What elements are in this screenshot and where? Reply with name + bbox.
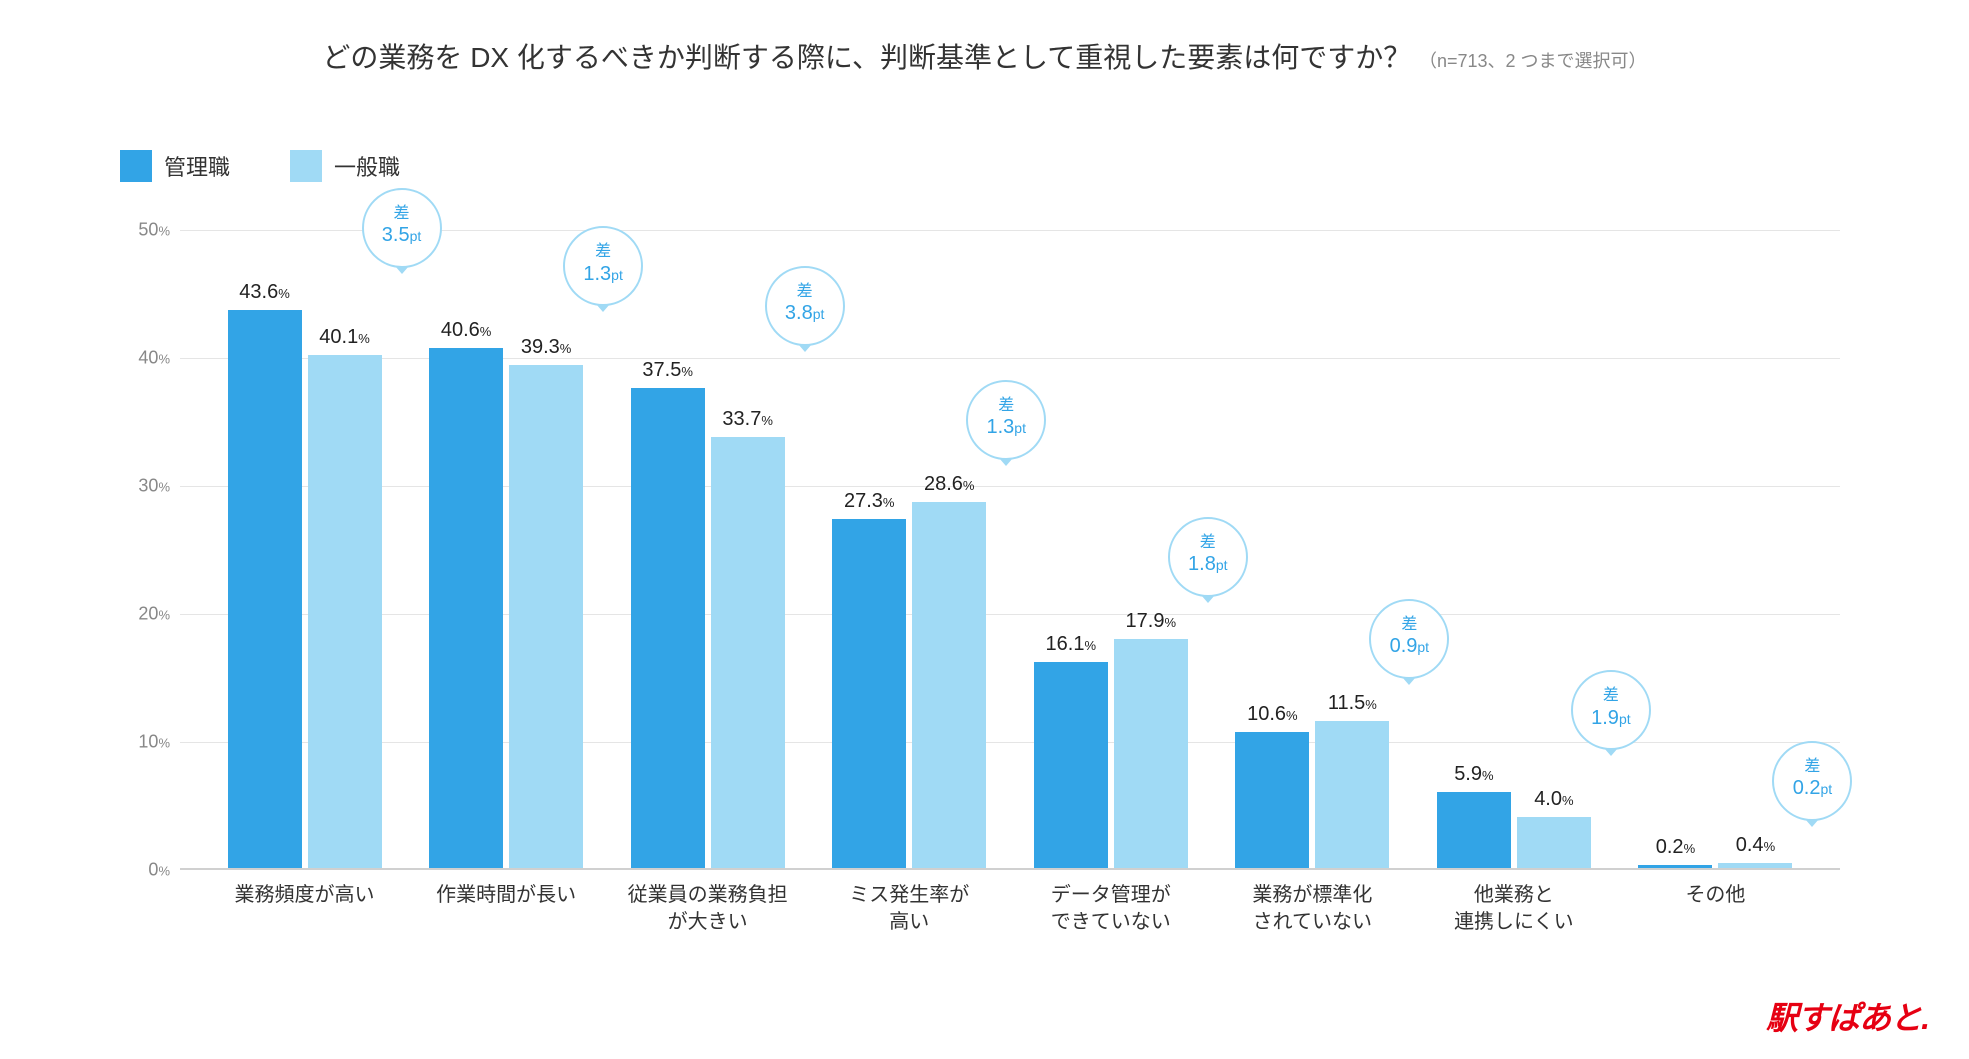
bar-group: 5.9%4.0%差1.9pt他業務と連携しにくい xyxy=(1437,230,1591,868)
brand-logo: 駅すぱあと. xyxy=(1766,993,1929,1039)
bar-value-label: 0.4% xyxy=(1718,834,1792,857)
bubble-tail-icon xyxy=(999,458,1013,466)
bar-series2 xyxy=(711,437,785,868)
bar-value-label: 28.6% xyxy=(912,473,986,496)
bar-value-label: 27.3% xyxy=(832,490,906,513)
x-category-label: ミス発生率が高い xyxy=(809,882,1009,936)
bar-value-label: 11.5% xyxy=(1315,692,1389,715)
bar-series1 xyxy=(1235,732,1309,868)
legend-item-series1: 管理職 xyxy=(120,150,230,182)
bubble-tail-icon xyxy=(1402,677,1416,685)
x-category-label: 作業時間が長い xyxy=(406,882,606,909)
bar-series1 xyxy=(1034,662,1108,868)
x-category-label: 業務頻度が高い xyxy=(205,882,405,909)
bar-value-label: 39.3% xyxy=(509,336,583,359)
chart-title: どの業務を DX 化するべきか判断する際に、判断基準として重視した要素は何ですか… xyxy=(0,36,1969,76)
bar-value-label: 43.6% xyxy=(228,281,302,304)
bubble-tail-icon xyxy=(798,344,812,352)
bar-series2 xyxy=(509,365,583,868)
bubble-tail-icon xyxy=(395,266,409,274)
bubble-tail-icon xyxy=(596,304,610,312)
logo-text: 駅すぱあと xyxy=(1766,1000,1921,1036)
y-tick-label: 40% xyxy=(120,348,170,369)
y-tick-label: 20% xyxy=(120,604,170,625)
bar-group: 0.2%0.4%差0.2ptその他 xyxy=(1638,230,1792,868)
bar-value-label: 40.6% xyxy=(429,319,503,342)
y-tick-label: 10% xyxy=(120,732,170,753)
x-category-label: データ管理ができていない xyxy=(1011,882,1211,936)
y-tick-label: 30% xyxy=(120,476,170,497)
bar-series2 xyxy=(308,355,382,868)
legend-item-series2: 一般職 xyxy=(290,150,400,182)
title-text: どの業務を DX 化するべきか判断する際に、判断基準として重視した要素は何ですか… xyxy=(322,42,1411,73)
bubble-tail-icon xyxy=(1805,819,1819,827)
bar-series1 xyxy=(429,348,503,868)
legend-label-2: 一般職 xyxy=(334,150,400,182)
legend-swatch-1 xyxy=(120,150,152,182)
diff-bubble: 差0.2pt xyxy=(1772,741,1852,821)
bar-value-label: 17.9% xyxy=(1114,610,1188,633)
bar-series1 xyxy=(1638,865,1712,868)
bar-value-label: 10.6% xyxy=(1235,703,1309,726)
bar-value-label: 4.0% xyxy=(1517,788,1591,811)
bar-value-label: 33.7% xyxy=(711,408,785,431)
bar-value-label: 16.1% xyxy=(1034,633,1108,656)
legend-label-1: 管理職 xyxy=(164,150,230,182)
bar-group: 43.6%40.1%差3.5pt業務頻度が高い xyxy=(228,230,382,868)
x-category-label: 業務が標準化されていない xyxy=(1212,882,1412,936)
bar-series2 xyxy=(912,502,986,868)
bar-value-label: 0.2% xyxy=(1638,836,1712,859)
title-note: （n=713、2 つまで選択可） xyxy=(1419,51,1647,71)
bubble-tail-icon xyxy=(1201,595,1215,603)
bar-series2 xyxy=(1517,817,1591,868)
bar-series2 xyxy=(1315,721,1389,868)
bar-series1 xyxy=(631,388,705,868)
bar-group: 40.6%39.3%差1.3pt作業時間が長い xyxy=(429,230,583,868)
bar-series1 xyxy=(228,310,302,868)
bar-value-label: 37.5% xyxy=(631,359,705,382)
bubble-tail-icon xyxy=(1604,748,1618,756)
legend-swatch-2 xyxy=(290,150,322,182)
legend: 管理職 一般職 xyxy=(120,150,400,182)
bar-group: 37.5%33.7%差3.8pt従業員の業務負担が大きい xyxy=(631,230,785,868)
plot-area: 0%10%20%30%40%50%43.6%40.1%差3.5pt業務頻度が高い… xyxy=(180,230,1840,870)
bar-series1 xyxy=(1437,792,1511,868)
logo-dot: . xyxy=(1921,1000,1929,1036)
bar-series2 xyxy=(1114,639,1188,868)
bar-chart: 0%10%20%30%40%50%43.6%40.1%差3.5pt業務頻度が高い… xyxy=(120,230,1840,870)
bar-value-label: 5.9% xyxy=(1437,763,1511,786)
bar-group: 10.6%11.5%差0.9pt業務が標準化されていない xyxy=(1235,230,1389,868)
bar-group: 27.3%28.6%差1.3ptミス発生率が高い xyxy=(832,230,986,868)
y-tick-label: 50% xyxy=(120,220,170,241)
bar-series2 xyxy=(1718,863,1792,868)
bar-series1 xyxy=(832,519,906,868)
x-category-label: 他業務と連携しにくい xyxy=(1414,882,1614,936)
x-category-label: 従業員の業務負担が大きい xyxy=(608,882,808,936)
bar-group: 16.1%17.9%差1.8ptデータ管理ができていない xyxy=(1034,230,1188,868)
y-tick-label: 0% xyxy=(120,860,170,881)
x-category-label: その他 xyxy=(1615,882,1815,909)
bar-value-label: 40.1% xyxy=(308,326,382,349)
